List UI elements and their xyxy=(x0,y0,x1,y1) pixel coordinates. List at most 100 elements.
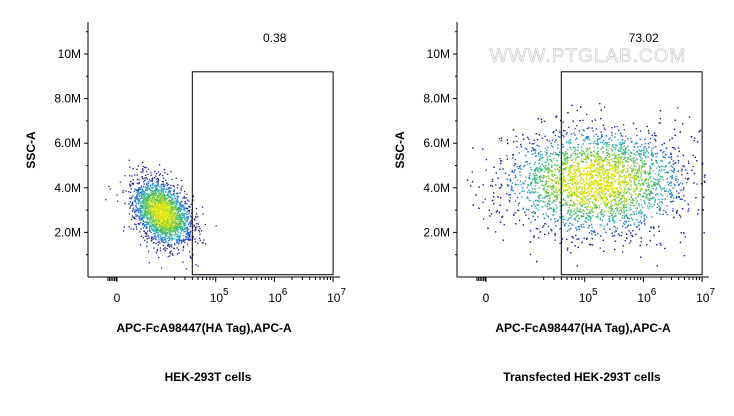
event-dot xyxy=(166,202,168,204)
event-dot xyxy=(147,235,150,237)
event-dot xyxy=(188,228,190,230)
event-dot xyxy=(643,155,645,157)
event-dot xyxy=(155,223,157,225)
event-dot xyxy=(164,234,166,237)
event-dot xyxy=(135,205,137,207)
event-dot xyxy=(595,161,597,163)
event-dot xyxy=(192,236,194,238)
event-dot xyxy=(156,202,158,205)
event-dot xyxy=(558,178,560,180)
event-dot xyxy=(143,183,145,185)
event-dot xyxy=(609,184,611,187)
event-dot xyxy=(684,177,687,179)
event-dot xyxy=(141,194,144,197)
event-dot xyxy=(656,206,658,209)
event-dot xyxy=(166,213,168,215)
event-dot xyxy=(173,206,175,208)
event-dot xyxy=(608,160,610,162)
event-dot xyxy=(156,189,158,191)
event-dot xyxy=(155,236,157,238)
event-dot xyxy=(178,207,180,209)
event-dot xyxy=(176,219,179,221)
event-dot xyxy=(175,227,177,230)
event-dot xyxy=(157,215,159,217)
event-dot xyxy=(671,158,673,160)
event-dot xyxy=(615,215,617,217)
event-dot xyxy=(145,223,148,226)
event-dot xyxy=(183,205,185,207)
event-dot xyxy=(179,203,182,205)
event-dot xyxy=(159,201,161,204)
event-dot xyxy=(169,202,171,204)
event-dot xyxy=(518,209,520,212)
event-dot xyxy=(139,209,141,211)
event-dot xyxy=(166,198,168,200)
event-dot xyxy=(151,225,153,228)
event-dot xyxy=(136,189,138,191)
event-dot xyxy=(176,201,178,203)
event-dot xyxy=(160,189,162,191)
event-dot xyxy=(161,201,163,203)
event-dot xyxy=(138,201,140,203)
event-dot xyxy=(574,193,576,195)
event-dot xyxy=(628,203,630,205)
event-dot xyxy=(130,188,132,190)
event-dot xyxy=(171,252,174,255)
event-dot xyxy=(156,196,158,198)
event-dot xyxy=(157,180,159,182)
event-dot xyxy=(160,198,162,200)
event-dot xyxy=(167,183,169,186)
event-dot xyxy=(169,217,171,220)
event-dot xyxy=(177,234,179,236)
event-dot xyxy=(122,191,124,194)
event-dot xyxy=(169,232,171,234)
event-dot xyxy=(194,241,197,243)
event-dot xyxy=(597,176,599,178)
event-dot xyxy=(589,212,591,214)
event-dot xyxy=(167,229,169,231)
event-dot xyxy=(168,217,171,219)
event-dot xyxy=(181,204,183,206)
event-dot xyxy=(164,191,167,193)
event-dot xyxy=(159,249,162,252)
event-dot xyxy=(142,178,144,180)
event-dot xyxy=(537,209,540,211)
event-dot xyxy=(140,191,142,193)
event-dot xyxy=(156,191,159,193)
event-dot xyxy=(162,213,165,215)
event-dot xyxy=(171,203,174,205)
event-dot xyxy=(651,197,654,199)
event-dot xyxy=(567,189,569,191)
event-dot xyxy=(544,201,546,203)
event-dot xyxy=(170,216,172,218)
event-dot xyxy=(161,231,164,233)
event-dot xyxy=(151,236,154,238)
event-dot xyxy=(635,213,638,215)
event-dot xyxy=(155,186,158,188)
event-dot xyxy=(160,207,162,209)
event-dot xyxy=(588,179,590,182)
event-dot xyxy=(589,186,591,188)
event-dot xyxy=(671,177,673,180)
event-dot xyxy=(137,215,139,217)
event-dot xyxy=(154,212,157,215)
event-dot xyxy=(688,208,690,210)
event-dot xyxy=(576,164,579,167)
event-dot xyxy=(566,230,568,232)
event-dot xyxy=(131,182,133,184)
event-dot xyxy=(619,148,622,150)
event-dot xyxy=(154,231,156,233)
event-dot xyxy=(593,194,596,196)
event-dot xyxy=(582,178,584,181)
event-dot xyxy=(137,208,140,210)
event-dot xyxy=(156,194,158,196)
event-dot xyxy=(616,227,618,229)
event-dot xyxy=(130,191,132,193)
event-dot xyxy=(132,204,134,206)
event-dot xyxy=(188,233,190,235)
event-dot xyxy=(586,155,588,157)
event-dot xyxy=(146,213,148,215)
event-dot xyxy=(148,198,150,200)
event-dot xyxy=(146,226,148,228)
event-dot xyxy=(144,204,146,207)
